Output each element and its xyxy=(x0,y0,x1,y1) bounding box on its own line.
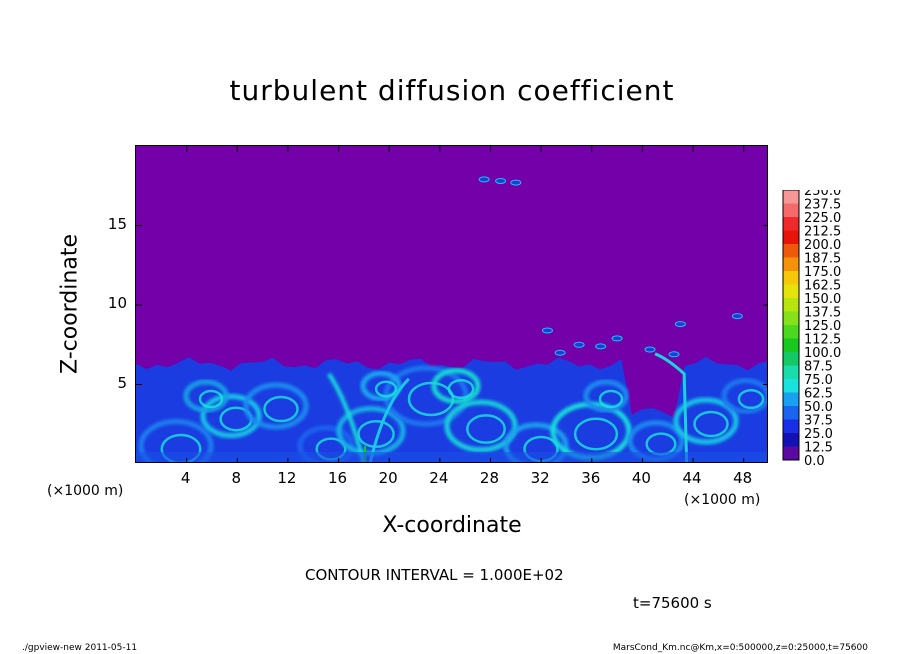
x-tick-label: 8 xyxy=(226,469,246,487)
y-tick-label: 5 xyxy=(95,374,127,392)
colorbar-swatch xyxy=(783,258,799,272)
colorbar-swatch xyxy=(783,447,799,461)
x-axis-label-text: X-coordinate xyxy=(382,513,521,538)
turbulent-patch xyxy=(732,314,742,319)
turbulent-patch xyxy=(479,177,489,182)
x-tick-label: 44 xyxy=(682,469,702,487)
x-tick-label: 24 xyxy=(429,469,449,487)
x-axis-unit: (×1000 m) xyxy=(684,492,760,508)
y-tick-label: 10 xyxy=(95,294,127,312)
colorbar-swatch xyxy=(783,244,799,258)
turbulent-patch xyxy=(669,352,679,357)
surface-layer xyxy=(136,452,768,463)
colorbar-swatch xyxy=(783,312,799,326)
colorbar-swatch xyxy=(783,379,799,393)
colorbar-swatch xyxy=(783,406,799,420)
colorbar-swatch xyxy=(783,433,799,447)
x-tick-label: 16 xyxy=(328,469,348,487)
heatmap-field xyxy=(136,146,768,463)
colorbar-swatch xyxy=(783,325,799,339)
turbulent-patch xyxy=(511,180,521,185)
x-tick-label: 32 xyxy=(530,469,550,487)
footer-left: ./gpview-new 2011-05-11 xyxy=(22,643,137,653)
colorbar-swatch xyxy=(783,420,799,434)
colorbar-swatch xyxy=(783,352,799,366)
turbulent-patch xyxy=(542,328,552,333)
plot-area xyxy=(135,145,768,463)
colorbar-swatch xyxy=(783,339,799,353)
colorbar-swatch xyxy=(783,190,799,204)
x-tick-label: 4 xyxy=(176,469,196,487)
y-axis-unit: (×1000 m) xyxy=(47,483,123,499)
x-tick-label: 12 xyxy=(277,469,297,487)
colorbar: 250.0237.5225.0212.5200.0187.5175.0162.5… xyxy=(782,190,902,470)
turbulent-patch xyxy=(574,342,584,347)
turbulent-patch xyxy=(596,344,606,349)
colorbar-swatch xyxy=(783,285,799,299)
colorbar-swatch xyxy=(783,217,799,231)
colorbar-tick-label: 0.0 xyxy=(804,454,825,469)
colorbar-swatch xyxy=(783,271,799,285)
turbulent-patch xyxy=(555,350,565,355)
colorbar-swatch xyxy=(783,298,799,312)
x-tick-label: 20 xyxy=(378,469,398,487)
time-stamp: t=75600 s xyxy=(633,594,712,612)
turbulent-patch xyxy=(645,347,655,352)
colorbar-swatch xyxy=(783,231,799,245)
colorbar-swatch xyxy=(783,393,799,407)
x-tick-label: 48 xyxy=(733,469,753,487)
y-axis-label: Z-coordinate xyxy=(58,234,83,374)
chart-title: turbulent diffusion coefficient xyxy=(0,74,904,107)
x-tick-label: 40 xyxy=(631,469,651,487)
footer-right: MarsCond_Km.nc@Km,x=0:500000,z=0:25000,t… xyxy=(613,643,868,653)
x-tick-label: 36 xyxy=(581,469,601,487)
colorbar-swatch xyxy=(783,366,799,380)
x-tick-label: 28 xyxy=(479,469,499,487)
turbulent-patch xyxy=(612,336,622,341)
contour-interval-text: CONTOUR INTERVAL = 1.000E+02 xyxy=(305,566,564,584)
x-axis-label: X-coordinate xyxy=(0,513,904,538)
turbulent-patch xyxy=(675,322,685,327)
colorbar-swatch xyxy=(783,204,799,218)
y-tick-label: 15 xyxy=(95,215,127,233)
turbulent-patch xyxy=(496,178,506,183)
